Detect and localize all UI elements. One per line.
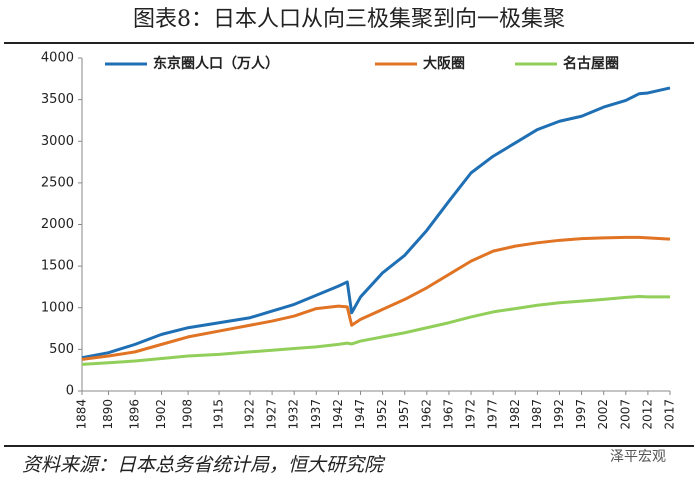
chart-title: 图表8：日本人口从向三极集聚到向一极集聚 [133,7,565,32]
x-tick-label: 1927 [265,399,279,430]
x-tick-label: 1932 [287,399,301,430]
x-tick-label: 1902 [154,399,168,430]
x-tick-label: 1972 [464,399,478,430]
x-tick-label: 1890 [101,399,115,430]
y-tick-label: 1000 [41,300,74,315]
x-tick-label: 1937 [309,399,323,430]
x-tick-label: 1947 [353,399,367,430]
x-tick-label: 1957 [397,399,411,430]
x-tick-label: 1915 [212,399,226,430]
x-tick-label: 2002 [596,399,610,430]
x-tick-label: 1977 [486,399,500,430]
x-tick-label: 1967 [441,399,455,430]
source: 资料来源：日本总务省统计局，恒大研究院 [22,454,386,476]
x-tick-label: 2012 [640,399,654,430]
y-tick-label: 0 [66,384,74,399]
y-tick-label: 3000 [41,134,74,149]
x-tick-label: 1952 [375,399,389,430]
y-tick-label: 1500 [41,259,74,274]
x-tick-label: 2007 [618,399,632,430]
watermark: 泽平宏观 [610,449,666,465]
legend-label: 名古屋圈 [563,55,619,72]
x-tick-label: 2017 [663,399,677,430]
legend-label: 东京圈人口（万人） [153,55,279,72]
x-tick-label: 1896 [128,399,142,430]
series-line [81,86,671,360]
x-tick-label: 1962 [419,399,433,430]
y-tick-label: 2500 [41,175,74,190]
series-line [81,235,671,361]
x-tick-label: 1942 [331,399,345,430]
y-tick-label: 3500 [41,92,74,107]
x-tick-label: 1884 [75,399,89,430]
y-tick-label: 2000 [41,217,74,232]
y-tick-label: 500 [49,342,74,357]
x-tick-label: 1908 [181,399,195,430]
x-tick-label: 1922 [243,399,257,430]
x-tick-label: 1987 [530,399,544,430]
legend-label: 大阪圈 [423,55,465,72]
x-tick-label: 1997 [574,399,588,430]
x-tick-label: 1982 [508,399,522,430]
x-tick-label: 1992 [552,399,566,430]
y-tick-label: 4000 [41,51,74,66]
series-line [81,295,670,366]
